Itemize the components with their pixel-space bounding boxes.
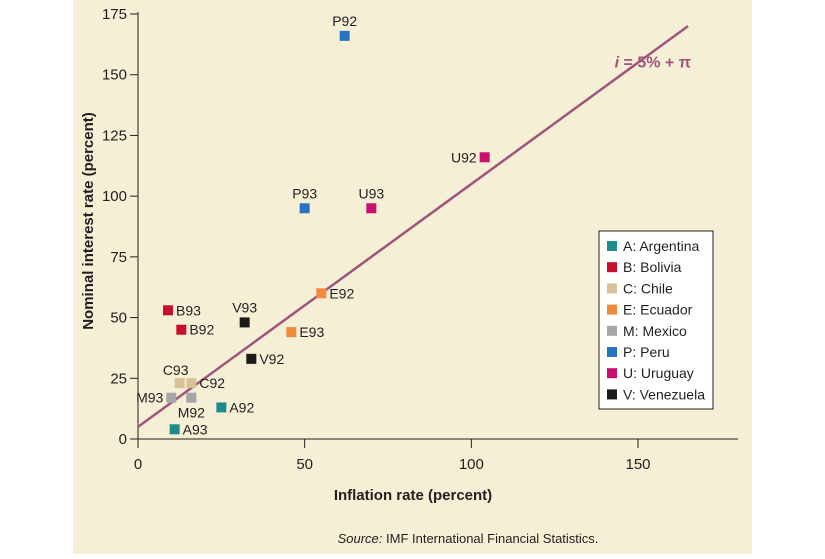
point-V93 <box>239 317 250 328</box>
point-E92 <box>316 288 327 299</box>
legend-entry-uruguay: U: Uruguay <box>623 365 694 381</box>
legend-swatch-peru <box>607 347 617 357</box>
point-U93 <box>366 203 377 214</box>
axes: 0 50 100 150 0 25 50 75 100 125 150 175 <box>102 6 738 473</box>
x-tick-label: 150 <box>625 456 650 473</box>
source-prefix: Source: <box>338 531 383 546</box>
legend-swatch-argentina <box>607 241 617 251</box>
point-A92 <box>216 402 227 413</box>
legend-entry-mexico: M: Mexico <box>623 323 687 339</box>
point-label-A93: A93 <box>183 421 208 437</box>
fit-line-label-italic: i <box>615 55 620 72</box>
point-label-P92: P92 <box>332 13 357 29</box>
point-C92 <box>186 378 197 389</box>
point-V92 <box>246 353 257 364</box>
point-M93 <box>166 392 177 403</box>
point-label-M93: M93 <box>136 390 163 406</box>
fit-line <box>137 25 689 428</box>
point-label-E92: E92 <box>329 285 354 301</box>
point-P92 <box>339 30 350 41</box>
chart-figure: 0 50 100 150 0 25 50 75 100 125 150 175 i = 5% + π … <box>73 0 752 554</box>
point-A93 <box>169 424 180 435</box>
y-tick-label: 100 <box>102 188 127 205</box>
source-text: IMF International Financial Statistics. <box>382 531 598 546</box>
y-tick-label: 175 <box>102 6 127 23</box>
point-label-V93: V93 <box>232 299 257 315</box>
point-label-A92: A92 <box>229 399 254 415</box>
point-B92 <box>176 324 187 335</box>
point-label-C93: C93 <box>163 362 189 378</box>
legend-swatch-chile <box>607 283 617 294</box>
y-axis-title: Nominal interest rate (percent) <box>80 112 97 330</box>
point-label-U92: U92 <box>451 149 477 165</box>
legend-swatch-venezuela <box>607 389 617 400</box>
point-label-C92: C92 <box>199 375 225 391</box>
point-label-B93: B93 <box>176 302 201 318</box>
x-tick-label: 50 <box>296 456 313 473</box>
y-tick-label: 125 <box>102 127 127 144</box>
x-tick-label: 0 <box>134 456 142 473</box>
point-label-M92: M92 <box>178 405 205 421</box>
point-label-U93: U93 <box>358 185 384 201</box>
y-tick-label: 75 <box>110 249 127 266</box>
legend-entry-argentina: A: Argentina <box>623 238 699 254</box>
point-E93 <box>286 327 297 338</box>
point-label-B92: B92 <box>189 322 214 338</box>
legend-entry-ecuador: E: Ecuador <box>623 302 693 318</box>
legend-swatch-ecuador <box>607 304 617 315</box>
legend-swatch-mexico <box>607 325 617 336</box>
point-B93 <box>163 305 173 316</box>
legend: A: Argentina B: Bolivia C: Chile E: Ecuador… <box>598 230 714 410</box>
point-M92 <box>186 392 197 403</box>
data-points: P92 U92 P93 U93 E92 B93 V93 B92 E93 V92 C93 C92 M93 M… <box>136 13 490 437</box>
x-axis-title: Inflation rate (percent) <box>334 487 492 504</box>
fit-line-label: i = 5% + π <box>615 55 691 72</box>
legend-entry-bolivia: B: Bolivia <box>623 259 682 275</box>
y-tick-label: 0 <box>119 431 127 448</box>
point-P93 <box>299 203 310 214</box>
point-label-P93: P93 <box>292 185 317 201</box>
legend-entry-peru: P: Peru <box>623 344 670 360</box>
point-label-E93: E93 <box>299 324 324 340</box>
point-C93 <box>174 378 185 389</box>
point-U92 <box>479 152 490 163</box>
y-tick-label: 150 <box>102 67 127 84</box>
point-label-V92: V92 <box>259 351 284 367</box>
fit-line-group: i = 5% + π <box>137 25 691 428</box>
legend-swatch-bolivia <box>607 262 617 273</box>
fit-line-label-rest: = 5% + π <box>619 55 691 72</box>
legend-box <box>598 230 714 410</box>
source-note: Source: IMF International Financial Stat… <box>338 531 599 546</box>
x-tick-label: 100 <box>459 456 484 473</box>
legend-swatch-uruguay <box>607 368 617 379</box>
legend-entry-chile: C: Chile <box>623 280 673 296</box>
y-tick-label: 50 <box>110 310 127 327</box>
y-tick-label: 25 <box>110 370 127 387</box>
legend-entry-venezuela: V: Venezuela <box>623 386 705 402</box>
